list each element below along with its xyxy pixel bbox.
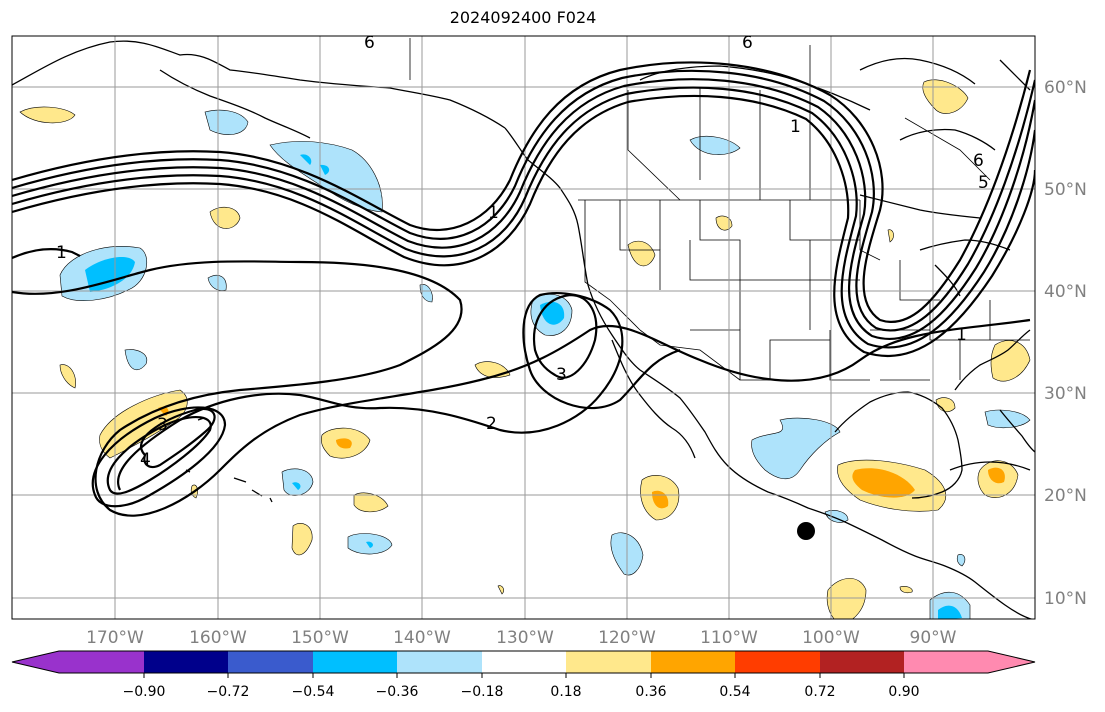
map-frame: [11, 35, 1036, 620]
lat-label-10n: 10°N: [1044, 589, 1087, 609]
lon-label-130w: 130°W: [496, 628, 554, 648]
contour-label-1a: 1: [56, 243, 67, 263]
colorbar-bin: [144, 651, 228, 673]
lon-label-160w: 160°W: [189, 628, 247, 648]
colorbar-bin: [566, 651, 651, 673]
graticule: [12, 36, 1035, 619]
lon-label-90w: 90°W: [910, 628, 957, 648]
contour-label-1d: 1: [956, 325, 967, 345]
colorbar-tick-label: −0.72: [207, 684, 250, 700]
colorbar-bin: [735, 651, 820, 673]
colorbar-extend-left: [12, 651, 59, 673]
colorbar-bin: [228, 651, 313, 673]
colorbar-bin: [313, 651, 397, 673]
latitude-labels: 60°N 50°N 40°N 30°N 20°N 10°N: [1044, 78, 1087, 609]
colorbar-extend-right: [988, 651, 1035, 673]
colorbar-bin: [397, 651, 482, 673]
colorbar-tick-label: 0.36: [635, 684, 666, 700]
contour-label-3a: 3: [556, 365, 567, 385]
lat-label-60n: 60°N: [1044, 78, 1087, 98]
colorbar-tick-label: −0.54: [292, 684, 335, 700]
contour-labels: 1 1 1 1 2 3 3 4 5 6 6 6: [56, 33, 989, 470]
lat-label-30n: 30°N: [1044, 384, 1087, 404]
contour-label-1c: 1: [790, 117, 801, 137]
lat-label-50n: 50°N: [1044, 180, 1087, 200]
lon-label-110w: 110°W: [700, 628, 758, 648]
colorbar-bin: [820, 651, 904, 673]
colorbar-tick-label: 0.90: [888, 684, 919, 700]
contour-label-5: 5: [978, 173, 989, 193]
colorbar-outline: [11, 650, 1036, 674]
colorbar-tick-label: 0.54: [719, 684, 750, 700]
contour-label-2: 2: [486, 414, 497, 434]
colorbar-ticks: [143, 673, 905, 678]
lon-label-170w: 170°W: [86, 628, 144, 648]
lon-label-140w: 140°W: [393, 628, 451, 648]
colorbar-bin: [59, 651, 144, 673]
map-title: 2024092400 F024: [449, 8, 597, 27]
colorbar: −0.90 −0.72 −0.54 −0.36 −0.18 0.18 0.36 …: [11, 650, 1036, 700]
colorbar-bin: [651, 651, 735, 673]
colorbar-tick-label: −0.18: [461, 684, 504, 700]
contour-label-6b: 6: [364, 33, 375, 53]
colorbar-bin: [904, 651, 988, 673]
lon-label-120w: 120°W: [598, 628, 656, 648]
contour-label-4: 4: [140, 450, 151, 470]
colorbar-tick-label: −0.36: [376, 684, 419, 700]
colorbar-tick-label: −0.90: [123, 684, 166, 700]
colorbar-bin: [482, 651, 566, 673]
lon-label-150w: 150°W: [291, 628, 349, 648]
location-marker: [797, 522, 815, 540]
longitude-labels: 170°W 160°W 150°W 140°W 130°W 120°W 110°…: [86, 628, 957, 648]
contour-label-6a: 6: [973, 151, 984, 171]
colorbar-tick-label: 0.18: [550, 684, 581, 700]
lon-label-100w: 100°W: [802, 628, 860, 648]
contour-label-1b: 1: [488, 203, 499, 223]
contour-label-6c: 6: [742, 33, 753, 53]
lat-label-20n: 20°N: [1044, 486, 1087, 506]
contour-lines: [12, 61, 1035, 517]
lat-label-40n: 40°N: [1044, 282, 1087, 302]
contour-label-3b: 3: [157, 415, 168, 435]
state-country-borders: [409, 38, 1030, 381]
colorbar-tick-label: 0.72: [804, 684, 835, 700]
